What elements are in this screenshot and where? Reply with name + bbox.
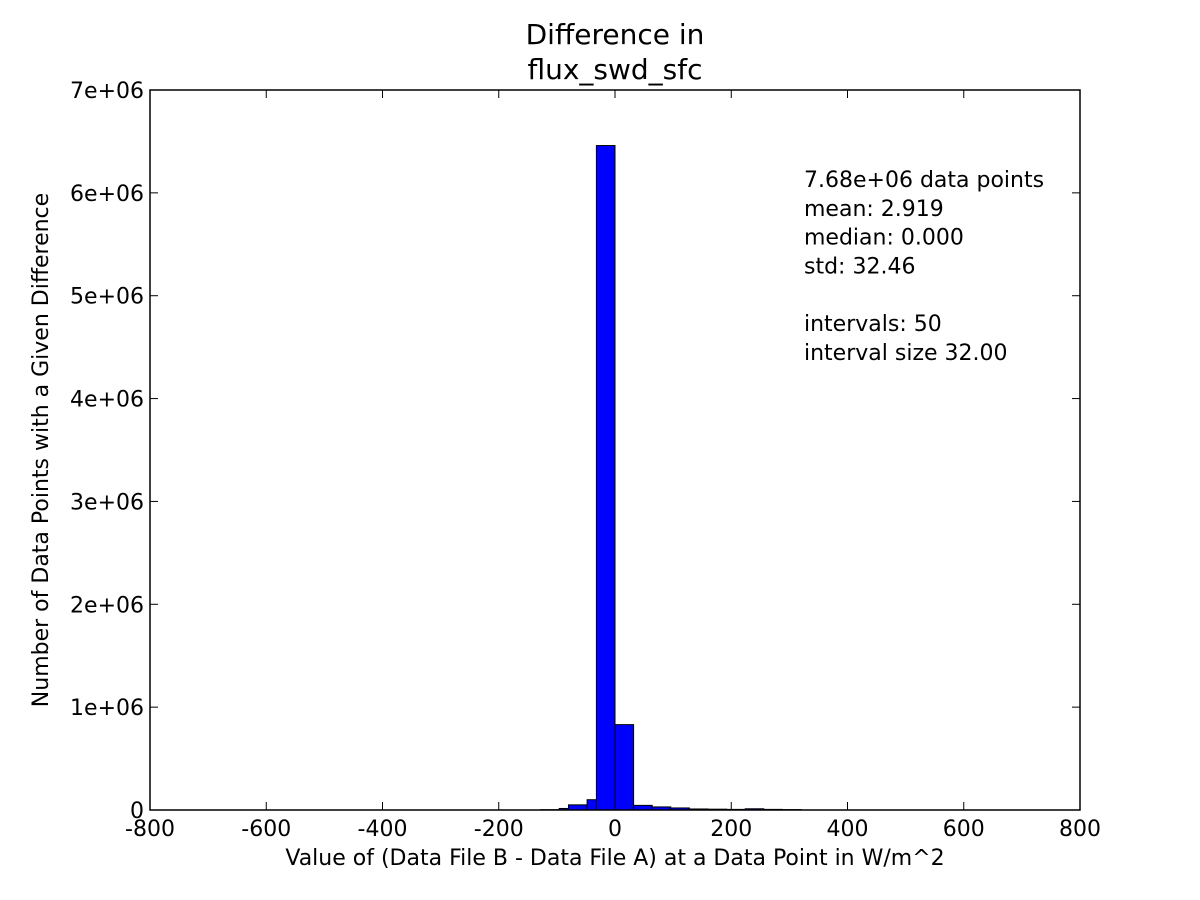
histogram-bar-6: [614, 724, 635, 811]
x-tick-label-0: -800: [125, 817, 175, 842]
histogram-bar-3: [568, 804, 588, 811]
stats-annotation: 7.68e+06 data points mean: 2.919 median: 0…: [804, 168, 1044, 366]
y-tick-label-0: 0: [130, 799, 144, 824]
x-tick-label-1: -600: [241, 817, 291, 842]
y-tick-label-4: 4e+06: [70, 388, 144, 413]
y-tick-label-1: 1e+06: [70, 696, 144, 721]
x-tick-label-4: 0: [608, 817, 622, 842]
histogram-bar-5: [595, 145, 616, 811]
axis-ticks: -800 -600 -400 -200 0 200 400 600 800 0 1e+06 2e+06…: [70, 79, 1101, 842]
y-tick-label-2: 2e+06: [70, 593, 144, 618]
x-tick-label-7: 600: [943, 817, 985, 842]
annotation-line-1: mean: 2.919: [804, 197, 944, 222]
annotation-line-5: intervals: 50: [804, 312, 942, 337]
x-tick-label-8: 800: [1059, 817, 1101, 842]
plot-frame: [149, 89, 1081, 811]
y-axis-label: Number of Data Points with a Given Diffe…: [29, 193, 54, 707]
annotation-line-0: 7.68e+06 data points: [804, 168, 1044, 193]
x-axis-label: Value of (Data File B - Data File A) at …: [285, 846, 944, 871]
y-tick-label-5: 5e+06: [70, 285, 144, 310]
annotation-line-6: interval size 32.00: [804, 341, 1008, 366]
x-tick-label-6: 400: [827, 817, 869, 842]
histogram-bars: [540, 145, 802, 811]
chart-title-line-2: flux_swd_sfc: [527, 53, 702, 86]
y-tick-label-3: 3e+06: [70, 490, 144, 515]
annotation-line-3: std: 32.46: [804, 254, 915, 279]
annotation-line-2: median: 0.000: [804, 226, 964, 251]
x-tick-label-2: -400: [358, 817, 408, 842]
y-tick-label-7: 7e+06: [70, 79, 144, 104]
chart-title-line-1: Difference in: [526, 18, 705, 51]
x-tick-label-5: 200: [710, 817, 752, 842]
x-tick-label-3: -200: [474, 817, 524, 842]
y-tick-label-6: 6e+06: [70, 182, 144, 207]
